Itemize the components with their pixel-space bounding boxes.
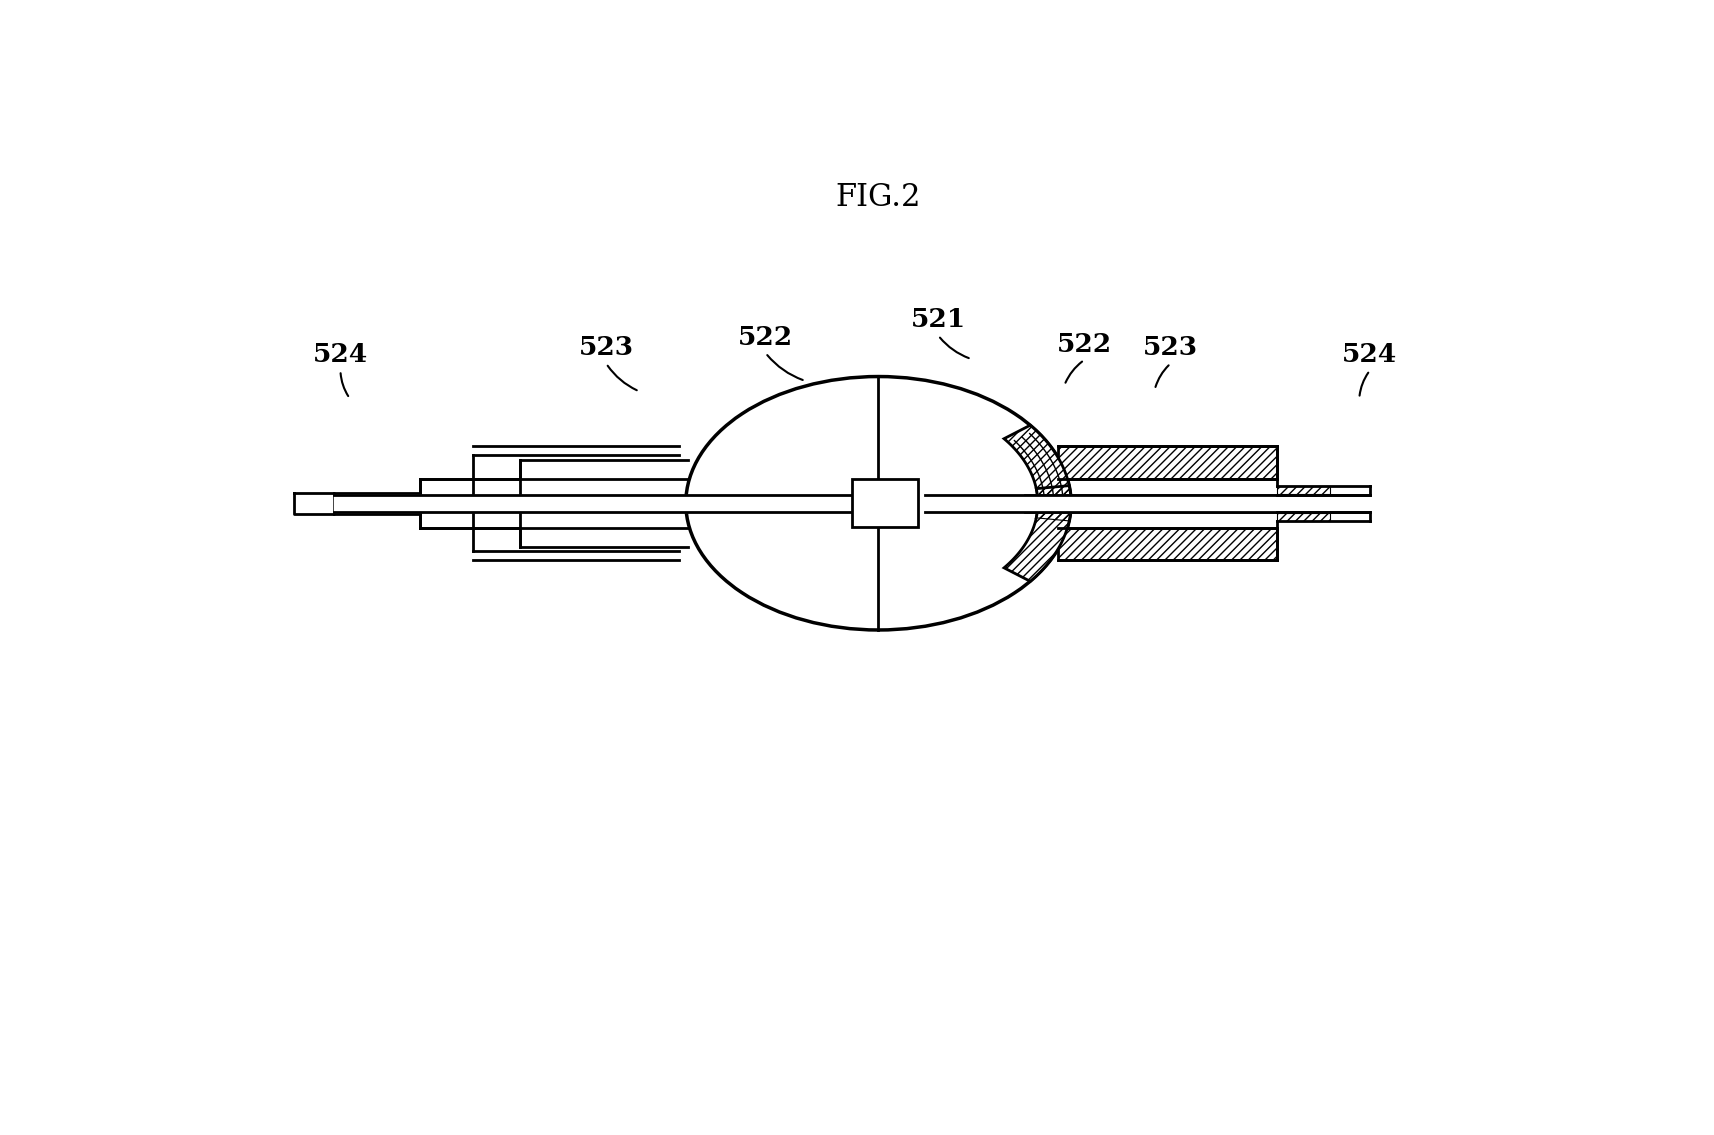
Text: 522: 522 (1058, 331, 1112, 356)
Bar (852, 479, 919, 528)
Text: 523: 523 (1143, 335, 1198, 360)
Polygon shape (926, 495, 1369, 512)
Bar (1058, 446, 1277, 479)
Text: 521: 521 (910, 308, 965, 333)
Polygon shape (1004, 426, 1071, 521)
Polygon shape (1004, 486, 1071, 581)
Circle shape (686, 377, 1071, 630)
Polygon shape (420, 479, 519, 528)
Text: 524: 524 (314, 342, 369, 368)
Polygon shape (1270, 495, 1373, 512)
Polygon shape (519, 460, 689, 547)
Polygon shape (1025, 495, 1284, 512)
Bar (1277, 486, 1330, 494)
Polygon shape (295, 493, 334, 514)
Polygon shape (420, 479, 689, 528)
Text: 524: 524 (1342, 342, 1397, 368)
Bar (1058, 528, 1277, 560)
Polygon shape (334, 495, 866, 512)
Text: 522: 522 (739, 325, 794, 350)
Text: 523: 523 (579, 335, 634, 360)
Text: FIG.2: FIG.2 (836, 182, 920, 213)
Polygon shape (334, 493, 420, 514)
Polygon shape (473, 455, 679, 552)
Bar (1277, 513, 1330, 521)
